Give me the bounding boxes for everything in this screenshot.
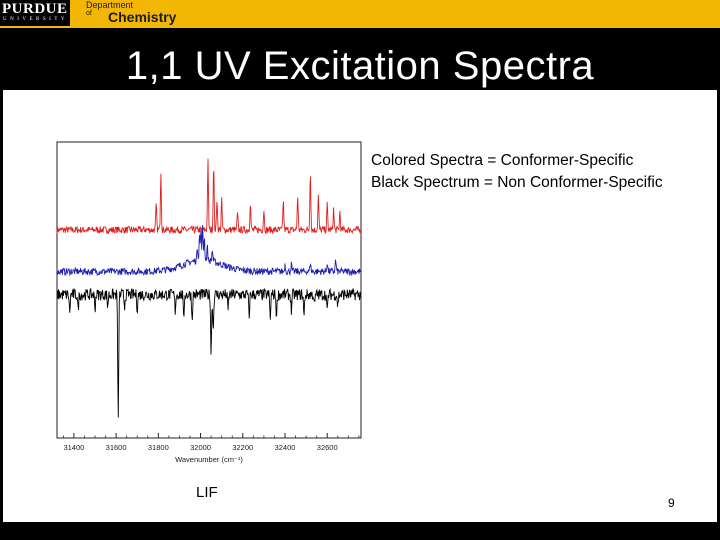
page-number: 9 xyxy=(668,496,675,510)
footer-band xyxy=(0,522,720,540)
note-black: Black Spectrum = Non Conformer-Specific xyxy=(371,174,663,191)
x-tick-label: 32400 xyxy=(275,443,296,452)
x-tick-label: 32000 xyxy=(190,443,211,452)
x-tick-label: 31600 xyxy=(106,443,127,452)
spectrum-trace-1 xyxy=(56,158,362,235)
caption-lif: LIF xyxy=(196,484,218,501)
purdue-logo: PURDUE UNIVERSITY xyxy=(2,1,68,25)
department-banner: Department of Chemistry xyxy=(70,0,720,26)
logo-subtext: UNIVERSITY xyxy=(3,17,68,22)
x-axis-label: Wavenumber (cm⁻¹) xyxy=(175,455,243,464)
x-tick-label: 32200 xyxy=(232,443,253,452)
plot-frame xyxy=(56,141,362,439)
department-line-3: Chemistry xyxy=(108,9,177,25)
legend-note: Colored Spectra = Conformer-Specific Bla… xyxy=(371,150,663,194)
title-band xyxy=(0,28,720,90)
spectra-chart-svg: 31400 31600 31800 32000 32200 32400 32600 Waven… xyxy=(56,141,362,464)
spectrum-trace-3 xyxy=(56,287,362,418)
spectra-chart: 31400 31600 31800 32000 32200 32400 32600 Waven… xyxy=(52,132,366,474)
logo-wordmark: PURDUE xyxy=(2,1,68,17)
x-tick-label: 31400 xyxy=(63,443,84,452)
spectrum-trace-2 xyxy=(56,225,362,277)
note-colored: Colored Spectra = Conformer-Specific xyxy=(371,152,634,169)
department-logo: Department of Chemistry xyxy=(86,0,176,25)
department-line-2: of xyxy=(86,10,92,17)
x-tick-label: 31800 xyxy=(148,443,169,452)
slide-body xyxy=(3,90,717,522)
department-line-1: Department xyxy=(86,0,134,10)
x-tick-label: 32600 xyxy=(317,443,338,452)
slide-title: 1,1 UV Excitation Spectra xyxy=(125,44,595,88)
header-rule xyxy=(0,26,720,28)
